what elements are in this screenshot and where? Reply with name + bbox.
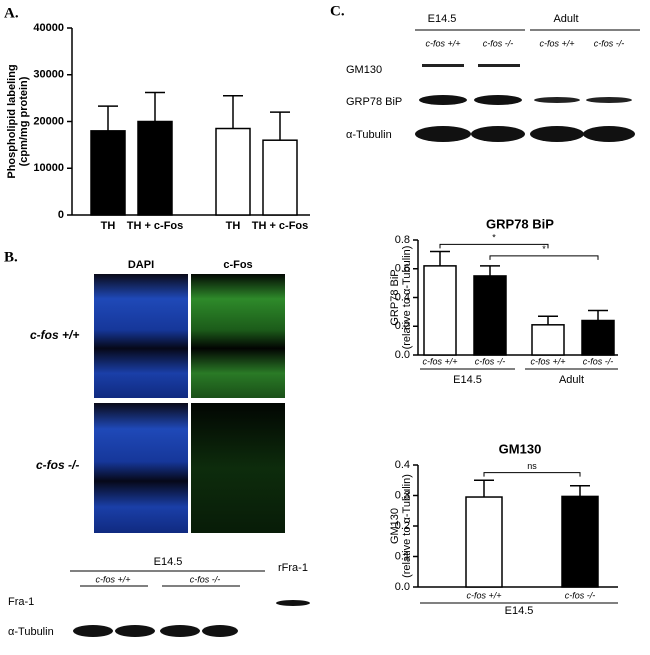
significance-label: ns <box>527 461 537 471</box>
x-tick-label: c-fos +/+ <box>466 590 501 600</box>
blot-group: E14.5 <box>154 556 183 568</box>
x-tick-label: TH + c-Fos <box>252 220 309 232</box>
significance-label: * <box>542 244 546 254</box>
cfos-image <box>191 403 285 533</box>
bar <box>262 139 298 216</box>
y-tick-label: 0.6 <box>395 263 410 275</box>
y-tick-label: 30000 <box>33 69 64 81</box>
bar <box>215 127 251 216</box>
bar <box>473 275 507 356</box>
panel-label: B. <box>4 249 18 265</box>
column-label: c-Fos <box>223 259 252 271</box>
bar <box>423 265 457 356</box>
y-tick-label: 0.2 <box>395 320 410 332</box>
bar <box>137 120 173 216</box>
bar <box>561 495 599 588</box>
blot-row: Fra-1 <box>8 596 34 608</box>
blot-row: GRP78 BiP <box>346 96 402 108</box>
bar <box>531 324 565 356</box>
dapi-image <box>94 274 188 398</box>
blot-row: α-Tubulin <box>346 129 392 141</box>
significance-label: * <box>492 233 496 243</box>
y-tick-label: 0.4 <box>395 291 410 303</box>
cfos-image <box>191 274 285 398</box>
y-tick-label: 0.3 <box>395 489 410 501</box>
row-label: c-fos -/- <box>36 458 79 472</box>
blot-genotype: c-fos +/+ <box>95 574 130 584</box>
y-axis-label: GRP78 BiP <box>389 269 401 325</box>
x-tick-label: TH <box>226 220 241 232</box>
blot-row: α-Tubulin <box>8 626 54 638</box>
blot-genotype: c-fos +/+ <box>425 38 460 48</box>
blot-band <box>583 126 635 142</box>
blot-band <box>586 97 632 103</box>
y-tick-label: 0.0 <box>395 581 410 593</box>
x-tick-label: TH <box>101 220 116 232</box>
chart-title: GRP78 BiP <box>486 216 554 231</box>
blot-group: Adult <box>553 13 578 25</box>
blot-control: rFra-1 <box>278 562 308 574</box>
blot-band <box>276 600 310 606</box>
blot-band <box>530 126 584 142</box>
x-tick-label: c-fos -/- <box>583 356 614 366</box>
y-axis-label: (relative to α-Tubulin) <box>401 246 413 350</box>
blot-genotype: c-fos -/- <box>190 574 221 584</box>
panel-label: C. <box>330 3 345 19</box>
blot-genotype: c-fos +/+ <box>539 38 574 48</box>
chart-title: GM130 <box>499 441 542 456</box>
y-tick-label: 0.2 <box>395 520 410 532</box>
y-tick-label: 0 <box>58 209 64 221</box>
blot-band <box>202 625 238 637</box>
dapi-image <box>94 403 188 533</box>
y-tick-label: 20000 <box>33 115 64 127</box>
y-axis-label: GM130 <box>389 508 401 544</box>
group-label: Adult <box>559 374 584 386</box>
row-label: c-fos +/+ <box>30 328 79 342</box>
blot-row: GM130 <box>346 64 382 76</box>
blot-band <box>73 625 113 637</box>
blot-band <box>115 625 155 637</box>
column-label: DAPI <box>128 259 154 271</box>
y-tick-label: 0.0 <box>395 349 410 361</box>
blot-band <box>534 97 580 103</box>
x-tick-label: c-fos -/- <box>475 356 506 366</box>
y-axis-label: Phospholipid labeling <box>6 64 18 178</box>
bar <box>465 496 503 588</box>
y-tick-label: 0.8 <box>395 234 410 246</box>
blot-band <box>471 126 525 142</box>
x-tick-label: TH + c-Fos <box>127 220 184 232</box>
y-tick-label: 40000 <box>33 22 64 34</box>
blot-band <box>478 64 520 67</box>
y-tick-label: 10000 <box>33 162 64 174</box>
blot-band <box>419 95 467 105</box>
blot-band <box>160 625 200 637</box>
y-tick-label: 0.4 <box>395 459 410 471</box>
blot-group: E14.5 <box>428 13 457 25</box>
y-axis-label: (cpm/mg protein) <box>18 76 30 166</box>
blot-band <box>415 126 471 142</box>
blot-genotype: c-fos -/- <box>594 38 625 48</box>
bar <box>581 319 615 356</box>
x-tick-label: c-fos +/+ <box>422 356 457 366</box>
group-label: E14.5 <box>453 374 482 386</box>
bar <box>90 130 126 216</box>
y-axis-label: (relative to α-Tubulin) <box>401 474 413 578</box>
y-tick-label: 0.1 <box>395 550 410 562</box>
x-tick-label: c-fos +/+ <box>530 356 565 366</box>
panel-label: A. <box>4 5 19 21</box>
group-label: E14.5 <box>505 605 534 617</box>
significance-bracket <box>483 472 581 477</box>
significance-bracket <box>439 243 549 249</box>
blot-genotype: c-fos -/- <box>483 38 514 48</box>
significance-bracket <box>489 255 599 260</box>
x-tick-label: c-fos -/- <box>565 590 596 600</box>
blot-band <box>474 95 522 105</box>
blot-band <box>422 64 464 67</box>
